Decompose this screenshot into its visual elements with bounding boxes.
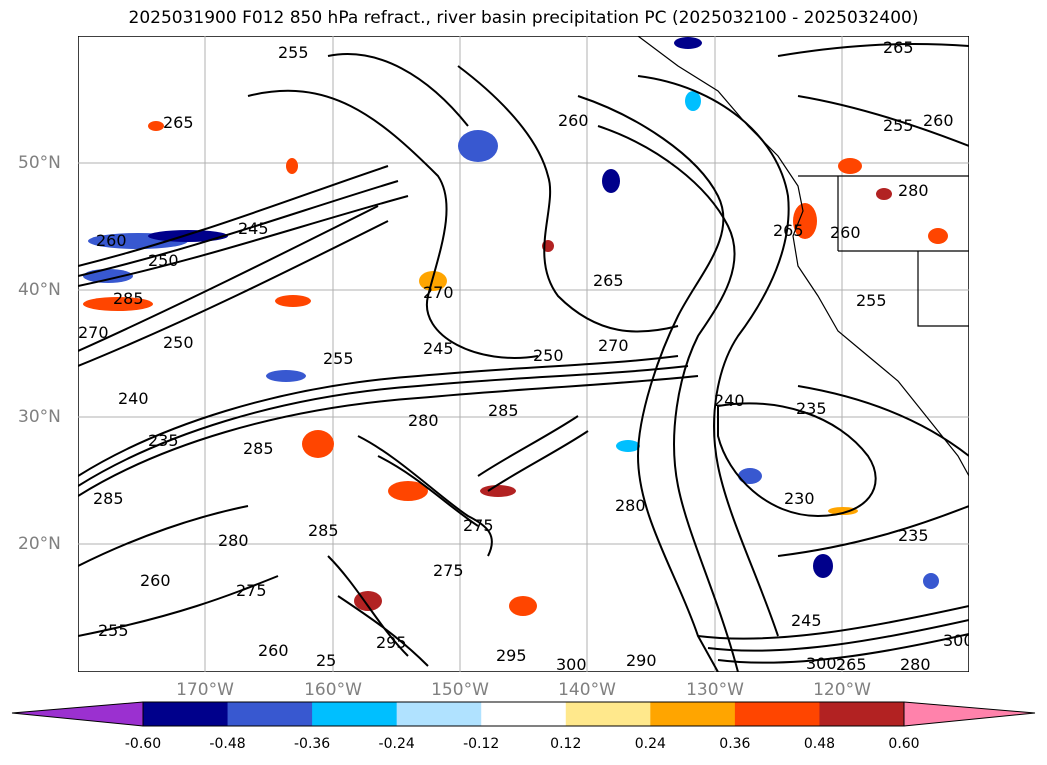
colorbar-segment — [565, 702, 651, 726]
contour-label: 285 — [488, 401, 519, 420]
contour-label: 300 — [806, 654, 837, 672]
colorbar-tick-label: 0.36 — [719, 736, 751, 752]
contour-label: 260 — [96, 231, 127, 250]
lon-label-140w: 140°W — [558, 680, 616, 700]
contour-label: 285 — [243, 439, 274, 458]
coastline — [637, 36, 969, 477]
contour-label: 280 — [900, 655, 931, 672]
contour-label: 240 — [118, 389, 149, 408]
contour-label: 285 — [93, 489, 124, 508]
contour-label: 295 — [496, 646, 527, 665]
colorbar-tick-label: 0.48 — [803, 736, 836, 752]
colorbar-extend-low — [12, 702, 143, 726]
lon-label-120w: 120°W — [813, 680, 871, 700]
contour-label: 250 — [533, 346, 564, 365]
contour-label: 280 — [408, 411, 439, 430]
contour-label: 245 — [238, 219, 269, 238]
contour-label: 255 — [98, 621, 129, 640]
colorbar-outline — [11, 701, 1036, 727]
contour-label: 280 — [218, 531, 249, 550]
colorbar-segment — [481, 702, 567, 726]
colorbar-tick-label: 0.12 — [550, 736, 582, 752]
contour-label: 230 — [784, 489, 815, 508]
colorbar-tick-label: 0.24 — [634, 736, 666, 752]
colorbar-tick-label: -0.36 — [293, 736, 331, 752]
contour-label: 270 — [78, 323, 109, 342]
contour-label: 290 — [626, 651, 657, 670]
contour-label: 270 — [423, 283, 454, 302]
contour-label: 235 — [796, 399, 827, 418]
colorbar-extend-high — [904, 702, 1035, 726]
lon-label-170w: 170°W — [176, 680, 234, 700]
lat-label-50n: 50°N — [18, 153, 61, 173]
contour-label: 255 — [278, 43, 309, 62]
contour-label-group: 255 265 265 260 255 260 250 245 260 250 … — [78, 38, 969, 672]
contour-label: 265 — [883, 38, 914, 57]
colorbar-tick-label: 0.60 — [888, 736, 920, 752]
contour-label: 285 — [308, 521, 339, 540]
contour-label: 255 — [856, 291, 887, 310]
colorbar-segment — [227, 702, 313, 726]
lon-label-130w: 130°W — [686, 680, 744, 700]
contour-label: 265 — [773, 221, 804, 240]
contour-label: 235 — [148, 431, 179, 450]
map-panel: 255 265 265 260 255 260 250 245 260 250 … — [78, 36, 969, 672]
contour-label: 300 — [943, 631, 969, 650]
colorbar — [11, 701, 1036, 727]
lat-label-20n: 20°N — [18, 534, 61, 554]
contour-label: 260 — [258, 641, 289, 660]
map-title: 2025031900 F012 850 hPa refract., river … — [128, 8, 919, 28]
contour-label: 300 — [556, 655, 587, 672]
lon-label-160w: 160°W — [304, 680, 362, 700]
contour-label: 265 — [163, 113, 194, 132]
lat-label-40n: 40°N — [18, 280, 61, 300]
colorbar-tick-label: -0.60 — [124, 736, 162, 752]
contour-label: 265 — [836, 655, 867, 672]
contour-label: 270 — [598, 336, 629, 355]
contour-label: 25 — [316, 651, 336, 670]
contour-label: 280 — [898, 181, 929, 200]
contour-label: 275 — [463, 516, 494, 535]
colorbar-segment — [734, 702, 820, 726]
contour-label: 275 — [433, 561, 464, 580]
contour-label: 245 — [423, 339, 454, 358]
contour-label: 250 — [148, 251, 179, 270]
lat-label-30n: 30°N — [18, 407, 61, 427]
colorbar-segment — [312, 702, 398, 726]
contour-label: 295 — [376, 633, 407, 652]
lon-label-150w: 150°W — [431, 680, 489, 700]
contour-label: 285 — [113, 289, 144, 308]
contour-label: 255 — [323, 349, 354, 368]
contour-label: 275 — [236, 581, 267, 600]
contour-label: 260 — [923, 111, 954, 130]
contour-label: 260 — [140, 571, 171, 590]
colorbar-segment — [819, 702, 905, 726]
contour-label: 245 — [791, 611, 822, 630]
colorbar-tick-label: -0.12 — [463, 736, 500, 752]
colorbar-tick-label: -0.24 — [378, 736, 415, 752]
colorbar-segment — [650, 702, 736, 726]
contour-label: 235 — [898, 526, 929, 545]
contour-label: 280 — [615, 496, 646, 515]
colorbar-tick-label: -0.48 — [209, 736, 246, 752]
contour-label: 260 — [558, 111, 589, 130]
refractivity-contours — [78, 43, 969, 672]
contour-label: 240 — [714, 391, 745, 410]
contour-label: 250 — [163, 333, 194, 352]
contour-label: 260 — [830, 223, 861, 242]
contour-label: 255 — [883, 116, 914, 135]
colorbar-segment — [396, 702, 482, 726]
colorbar-segments — [12, 702, 1035, 726]
colorbar-segment — [143, 702, 229, 726]
contour-label: 265 — [593, 271, 624, 290]
